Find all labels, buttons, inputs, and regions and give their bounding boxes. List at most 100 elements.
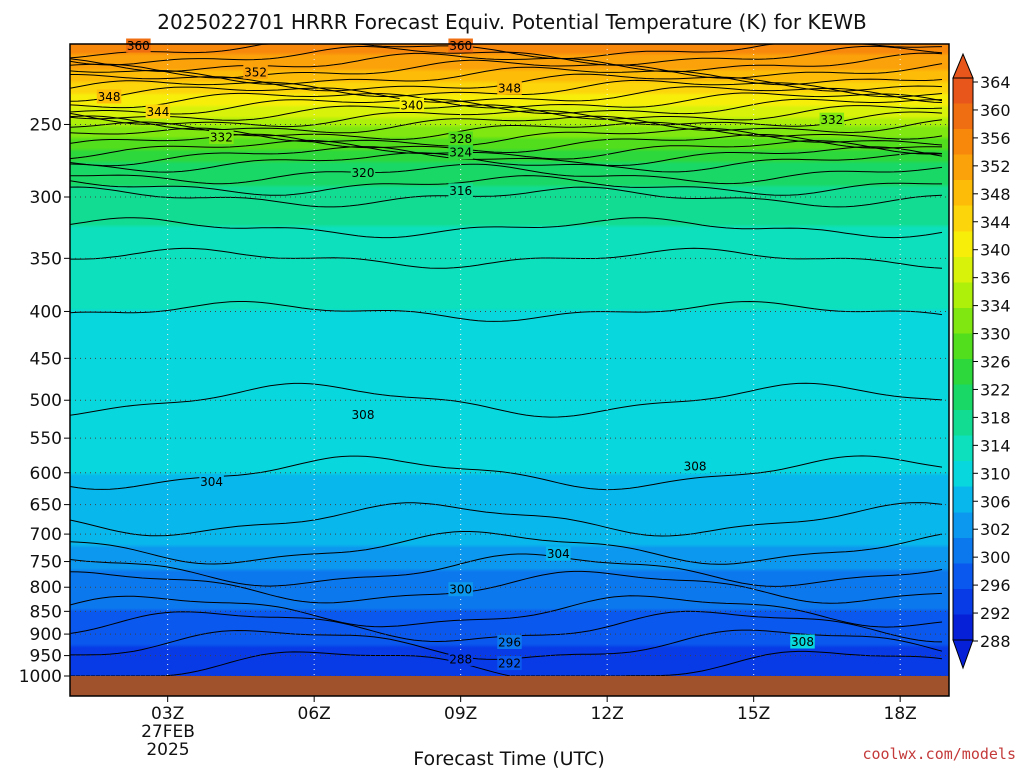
contour-label: 292 [498, 657, 521, 671]
colorbar-label: 310 [980, 464, 1011, 483]
y-tick-label: 500 [30, 391, 62, 411]
contour-label: 348 [498, 81, 521, 95]
y-tick-label: 800 [30, 578, 62, 598]
y-axis: 250 300 350 400 450 500 550 600 650 700 750 800 850 9… [19, 115, 70, 687]
colorbar-body [952, 77, 974, 641]
contour-label-bg [682, 459, 708, 474]
chart-title: 2025022701 HRRR Forecast Equiv. Potentia… [157, 10, 866, 34]
contour-line [69, 152, 943, 173]
y-tick-label: 550 [30, 429, 62, 449]
colorbar-label: 352 [980, 157, 1011, 176]
y-tick-label: 950 [30, 647, 62, 667]
contour-label-bg [126, 38, 151, 53]
contour-label: 308 [352, 408, 375, 422]
contour-label: 324 [449, 146, 472, 160]
y-tick-label: 350 [30, 249, 62, 269]
contour-label-bg [350, 165, 376, 180]
credit-text: coolwx.com/models [862, 745, 1016, 763]
x-axis-title: Forecast Time (UTC) [413, 748, 604, 768]
contour-label: 308 [791, 635, 814, 649]
contour-label-bg [448, 183, 473, 198]
colorbar-label: 344 [980, 213, 1011, 232]
contour-line [69, 595, 943, 628]
x-tick-label: 18Z [884, 704, 917, 724]
contour-label: 344 [146, 105, 169, 119]
y-tick-label: 250 [30, 115, 62, 135]
y-tick-label: 1000 [19, 667, 62, 687]
colorbar-label: 300 [980, 548, 1011, 567]
contour-label-bg [209, 129, 234, 144]
contour-label-bg [448, 145, 473, 160]
x-date-line2: 2025 [146, 740, 189, 760]
y-tick-label: 850 [30, 602, 62, 622]
contour-line [69, 502, 943, 537]
contour-label-bg [497, 80, 522, 95]
contour-label: 288 [449, 652, 472, 666]
contour-line [69, 86, 943, 103]
contour-line [69, 92, 943, 109]
contour-line [69, 175, 942, 196]
contour-label-bg [546, 546, 571, 561]
x-tick-label: 03Z [151, 704, 184, 724]
contour-label: 300 [449, 583, 472, 597]
contour-line [69, 115, 943, 134]
colorbar-label: 330 [980, 325, 1011, 344]
contour-label: 348 [98, 90, 121, 104]
contour-line [69, 127, 943, 147]
contour-line [69, 52, 943, 73]
colorbar-label: 292 [980, 604, 1011, 623]
contour-line [69, 66, 943, 86]
colorbar-label: 336 [980, 269, 1011, 288]
contour-label-bg [448, 651, 473, 666]
colorbar-top-arrow [952, 52, 974, 79]
contour-label: 304 [547, 547, 570, 561]
contour-line [69, 59, 943, 79]
y-tick-label: 700 [30, 525, 62, 545]
colorbar-label: 322 [980, 380, 1011, 399]
contour-line [70, 247, 943, 269]
contour-label: 352 [244, 65, 267, 79]
contour-label: 360 [127, 39, 150, 53]
x-axis: 03Z 06Z 09Z 12Z 15Z 18Z [151, 696, 917, 724]
contour-label-bg [448, 131, 473, 146]
x-date-line1: 27FEB [141, 722, 195, 742]
colorbar-label: 306 [980, 492, 1011, 511]
contour-label: 304 [200, 475, 223, 489]
contour-line [69, 163, 943, 185]
colorbar-label: 318 [980, 408, 1011, 427]
contour-line [70, 650, 943, 677]
ground-surface [70, 676, 949, 696]
colorbar-label: 360 [980, 101, 1011, 120]
contour-line [69, 553, 943, 587]
contour-label: 316 [449, 184, 472, 198]
contour-label-bg [819, 112, 845, 127]
y-tick-label: 900 [30, 625, 62, 645]
contour-label-bg [448, 582, 473, 597]
colorbar-label: 356 [980, 129, 1011, 148]
contour-label-bg [350, 407, 376, 422]
contour-line [69, 570, 943, 604]
y-tick-label: 300 [30, 188, 62, 208]
contour-line [69, 110, 943, 128]
contour-line [69, 98, 943, 115]
colorbar-label: 296 [980, 576, 1011, 595]
x-tick-label: 09Z [444, 704, 477, 724]
contour-line [69, 104, 943, 121]
colorbar-label: 326 [980, 353, 1011, 372]
x-tick-label: 06Z [298, 704, 331, 724]
contour-line [69, 146, 943, 167]
contour-label-bg [399, 97, 425, 112]
colorbar-label: 364 [980, 73, 1011, 92]
contour-line [69, 531, 943, 565]
colorbar-label: 340 [980, 241, 1011, 260]
contour-label: 332 [820, 113, 843, 127]
contour-label: 296 [498, 635, 521, 649]
y-tick-label: 750 [30, 553, 62, 573]
colorbar-labels: 364 360 356 352 348 344 340 336 334 330 326 322 318 3… [973, 73, 1011, 651]
contour-line [69, 382, 943, 418]
contour-line [69, 217, 943, 239]
contour-label-bg [243, 64, 268, 79]
contour-label: 308 [684, 460, 707, 474]
